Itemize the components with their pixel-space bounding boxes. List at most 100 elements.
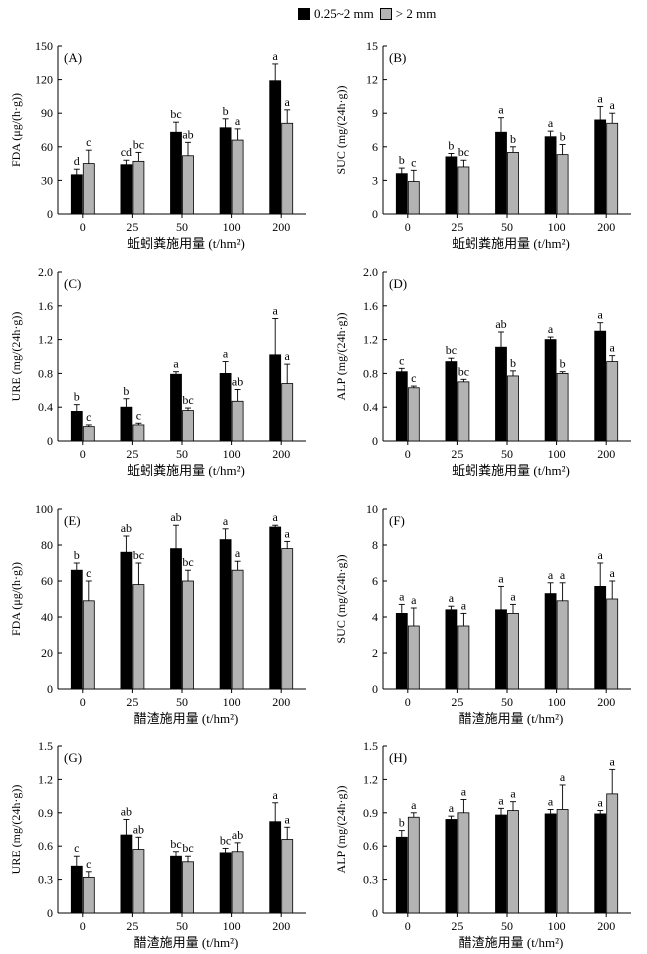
panel-0-x-tick-label: 100: [223, 220, 241, 234]
panel-4-sig-letter: ab: [170, 510, 181, 524]
panel-6-x-label: 醋渣施用量 (t/hm²): [134, 935, 239, 950]
panel-6-sig-letter: a: [285, 812, 291, 826]
panel-2-y-tick-label: 0: [47, 434, 53, 448]
panel-7-x-tick-label: 0: [405, 919, 411, 933]
panel-6-sig-letter: bc: [220, 833, 231, 847]
panel-2-bar: [231, 400, 244, 442]
panel-5-sig-letter: a: [449, 591, 455, 605]
panel-5-y-tick-label: 4: [372, 610, 378, 624]
panel-7-x-tick-label: 200: [597, 919, 615, 933]
panel-0-sig-letter: a: [273, 49, 279, 63]
panel-1-bar: [495, 131, 507, 215]
panel-5-sig-letter: a: [598, 548, 604, 562]
panel-6-y-tick-label: 1.5: [38, 739, 53, 753]
panel-5-panel-label: (F): [389, 513, 405, 528]
panel-2-x-tick-label: 50: [176, 447, 188, 461]
panel-1-bar: [395, 173, 408, 215]
panel-1-bar: [457, 166, 470, 215]
panel-1-sig-letter: a: [498, 103, 504, 117]
panel-7-bar: [407, 816, 420, 914]
panel-1-x-tick-label: 100: [548, 220, 566, 234]
panel-7-sig-letter: a: [598, 796, 604, 810]
panel-5-y-label: SUC (mg/(24h·g)): [334, 555, 348, 644]
panel-6-bar: [182, 861, 194, 914]
panel-7-sig-letter: a: [560, 770, 566, 784]
panel-1-sig-letter: b: [560, 130, 566, 144]
panel-5-bar: [544, 593, 557, 690]
panel-1-y-tick-label: 15: [366, 39, 378, 53]
panel-6-y-tick-label: 0: [47, 906, 53, 920]
panel-1-bar: [407, 181, 420, 215]
panel-6-bar: [269, 821, 282, 914]
panel-6-y-tick-label: 0.9: [38, 806, 53, 820]
panel-3-bar: [594, 330, 607, 442]
panel-4-bar: [182, 580, 194, 690]
panel-4-bar: [82, 600, 95, 690]
panel-4-sig-letter: b: [74, 548, 80, 562]
panel-7-bar: [556, 809, 569, 914]
panel-6-panel-label: (G): [64, 750, 82, 765]
panel-6-sig-letter: ab: [232, 828, 243, 842]
panel-7-y-tick-label: 0: [372, 906, 378, 920]
panel-0-bar: [269, 80, 282, 215]
panel-4-bar: [132, 584, 145, 690]
panel-2-y-tick-label: 1.6: [38, 299, 53, 313]
panel-3-sig-letter: b: [510, 356, 516, 370]
legend-label-coarse: > 2 mm: [395, 6, 437, 21]
panel-2-x-tick-label: 0: [80, 447, 86, 461]
panel-4-x-tick-label: 25: [126, 695, 138, 709]
panel-3-panel-label: (D): [389, 276, 407, 291]
panel-0-bar: [70, 174, 83, 215]
panel-3-sig-letter: a: [610, 341, 616, 355]
panel-7-sig-letter: a: [411, 798, 417, 812]
panel-3-y-tick-label: 0.8: [363, 366, 378, 380]
panel-6-sig-letter: bc: [170, 837, 181, 851]
panel-5-bar: [457, 625, 470, 690]
panel-4-y-tick-label: 60: [41, 574, 53, 588]
panel-7-bar: [457, 812, 470, 914]
panel-6-x-tick-label: 0: [80, 919, 86, 933]
panel-2-sig-letter: b: [123, 384, 129, 398]
panel-4-sig-letter: bc: [133, 548, 144, 562]
panel-0-x-tick-label: 0: [80, 220, 86, 234]
panel-5-x-label: 醋渣施用量 (t/hm²): [459, 711, 564, 726]
panel-0-bar: [132, 160, 145, 215]
panel-4-bar: [219, 539, 232, 690]
panel-7-sig-letter: a: [610, 754, 616, 768]
panel-3-sig-letter: c: [411, 371, 416, 385]
panel-4-bar: [120, 551, 133, 690]
panel-5-bar: [507, 613, 519, 690]
panel-4-sig-letter: bc: [182, 555, 193, 569]
panel-6-bar: [132, 849, 145, 914]
panel-3-bar: [495, 346, 507, 442]
panel-4-sig-letter: a: [223, 514, 229, 528]
panel-7-y-tick-label: 1.2: [363, 772, 378, 786]
panel-7-sig-letter: a: [449, 801, 455, 815]
panel-6-sig-letter: bc: [182, 841, 193, 855]
panel-0-sig-letter: ab: [182, 127, 193, 141]
panel-5-bar: [395, 613, 408, 690]
panel-5-x-tick-label: 200: [597, 695, 615, 709]
panel-2-y-label: URE (mg/(24h·g)): [9, 312, 23, 402]
panel-3-bar: [606, 361, 619, 442]
panel-3-bar: [544, 339, 557, 442]
legend-swatch-gray: [379, 8, 392, 20]
panel-0-y-tick-label: 60: [41, 140, 53, 154]
legend-item-coarse: > 2 mm: [379, 6, 437, 22]
panel-4-y-label: FDA (μg/(h·g)): [9, 562, 23, 636]
panel-6-bar: [219, 852, 232, 914]
panel-7-y-tick-label: 0.6: [363, 839, 378, 853]
panel-3-sig-letter: a: [598, 308, 604, 322]
panel-3-sig-letter: ab: [495, 317, 506, 331]
panel-5-x-tick-label: 50: [501, 695, 513, 709]
panel-7-x-tick-label: 50: [501, 919, 513, 933]
panel-5-y-tick-label: 6: [372, 574, 378, 588]
panel-2-bar: [281, 383, 294, 442]
panel-3-sig-letter: c: [399, 353, 404, 367]
panel-1-sig-letter: a: [610, 98, 616, 112]
panel-1-sig-letter: bc: [458, 145, 469, 159]
panel-7-sig-letter: a: [461, 784, 467, 798]
panel-0-x-label: 蚯蚓粪施用量 (t/hm²): [127, 236, 245, 251]
panel-5-bar: [606, 598, 619, 690]
